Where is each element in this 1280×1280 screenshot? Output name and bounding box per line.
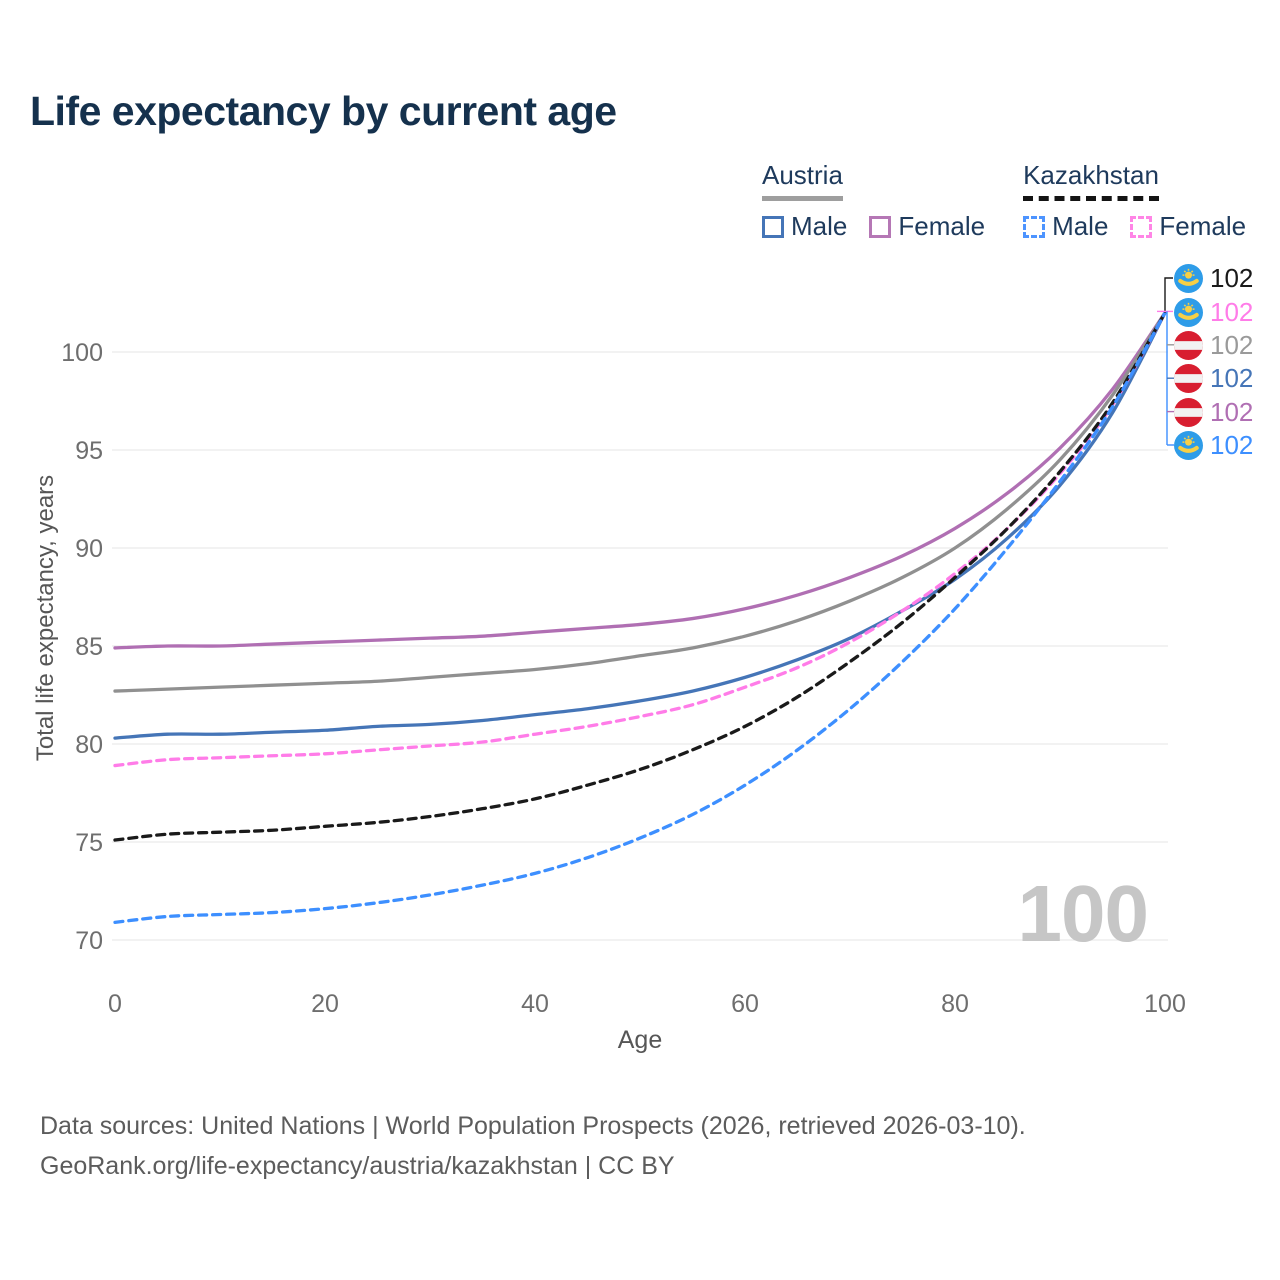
kazakhstan-flag-icon: [1174, 264, 1203, 294]
endpoint-label-row[interactable]: 102: [1174, 295, 1253, 328]
endpoint-value: 102: [1210, 363, 1254, 394]
endpoint-value: 102: [1210, 296, 1254, 327]
endpoint-value: 102: [1210, 430, 1254, 461]
x-tick-label: 60: [731, 990, 759, 1018]
footer: Data sources: United Nations | World Pop…: [40, 1106, 1026, 1186]
x-axis-title: Age: [617, 1026, 663, 1054]
y-tick-label: 100: [61, 339, 103, 367]
endpoint-label-row[interactable]: 102: [1174, 396, 1253, 429]
series-line-austria-male: [113, 311, 1167, 740]
austria-male-swatch: [762, 215, 784, 238]
x-tick-label: 0: [108, 990, 122, 1018]
series-line-austria-female: [113, 311, 1167, 650]
austria-flag-icon: [1174, 397, 1203, 427]
x-tick-label: 80: [941, 990, 969, 1018]
endpoint-label-row[interactable]: 102: [1174, 362, 1253, 395]
endpoint-label-row[interactable]: 102: [1174, 329, 1253, 362]
legend-label-kazakhstan-female: Female: [1159, 211, 1247, 241]
x-tick-label: 20: [311, 990, 339, 1018]
series-line-kazakhstan-male: [113, 311, 1167, 925]
kazakhstan-male-swatch: [1023, 215, 1046, 238]
endpoint-value: 102: [1210, 329, 1254, 360]
kazakhstan-flag-icon: [1174, 297, 1203, 327]
legend-label-austria-female: Female: [898, 211, 986, 241]
x-tick-label: 100: [1144, 990, 1186, 1018]
endpoint-value: 102: [1210, 263, 1254, 294]
legend-country-austria[interactable]: Austria: [762, 160, 843, 201]
x-tick-label: 40: [521, 990, 549, 1018]
footer-attribution: GeoRank.org/life-expectancy/austria/kaza…: [40, 1152, 675, 1180]
y-tick-label: 95: [75, 437, 103, 465]
legend-group-kazakhstan: Kazakhstan Male Female: [1023, 160, 1246, 242]
series-line-kazakhstan-both-sexes-: [113, 311, 1167, 842]
y-tick-label: 80: [75, 731, 103, 759]
series-line-austria-both-sexes-: [113, 311, 1167, 693]
legend-label-kazakhstan-male: Male: [1052, 211, 1109, 241]
y-tick-label: 75: [75, 829, 103, 857]
endpoint-value: 102: [1210, 396, 1254, 427]
legend: Austria Male Female Kazakhstan Male Fema…: [762, 160, 1246, 242]
leader-line: [1164, 277, 1173, 313]
legend-item-kazakhstan-male[interactable]: Male: [1023, 211, 1108, 242]
austria-flag-icon: [1174, 330, 1203, 360]
hovered-age-watermark: 100: [1017, 869, 1149, 958]
endpoint-labels: 102 102 102 102 102 102: [1174, 262, 1253, 462]
endpoint-label-row[interactable]: 102: [1174, 429, 1253, 462]
footer-data-sources: Data sources: United Nations | World Pop…: [40, 1112, 1026, 1140]
series-line-kazakhstan-female: [113, 311, 1167, 768]
legend-item-austria-female[interactable]: Female: [869, 211, 985, 242]
austria-flag-icon: [1174, 364, 1203, 394]
legend-item-kazakhstan-female[interactable]: Female: [1130, 211, 1246, 242]
legend-label-austria-male: Male: [791, 211, 848, 241]
kazakhstan-flag-icon: [1174, 431, 1203, 461]
y-tick-label: 85: [75, 633, 103, 661]
legend-item-austria-male[interactable]: Male: [762, 211, 847, 242]
kazakhstan-female-swatch: [1130, 215, 1153, 238]
endpoint-label-row[interactable]: 102: [1174, 262, 1253, 295]
page-title: Life expectancy by current age: [30, 88, 617, 134]
y-tick-label: 70: [75, 927, 103, 955]
legend-country-kazakhstan[interactable]: Kazakhstan: [1023, 160, 1159, 201]
y-axis-title: Total life expectancy, years: [32, 474, 59, 762]
y-tick-label: 90: [75, 535, 103, 563]
austria-female-swatch: [869, 215, 892, 238]
legend-group-austria: Austria Male Female: [762, 160, 985, 242]
